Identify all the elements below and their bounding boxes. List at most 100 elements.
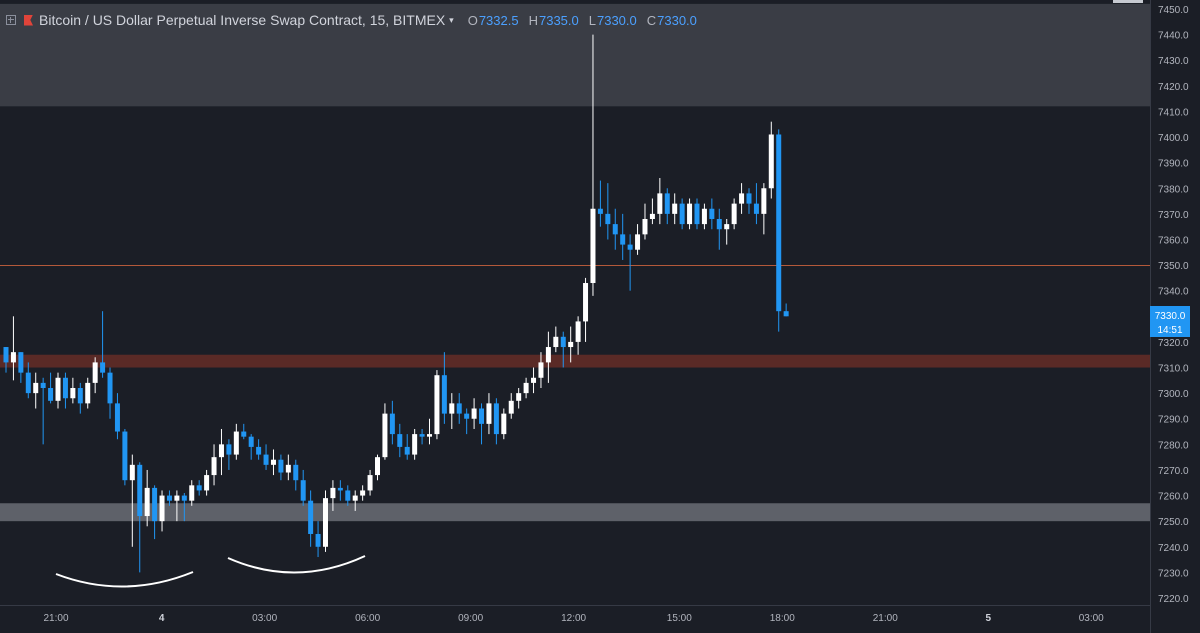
candle-body <box>278 459 284 473</box>
candle-body <box>493 403 499 435</box>
candle <box>308 490 314 547</box>
candle-body <box>367 475 373 491</box>
candle <box>166 490 172 506</box>
flag-icon[interactable] <box>24 14 33 26</box>
candle <box>107 367 113 419</box>
double-bottom-arc-right <box>227 555 366 574</box>
top-right-widget[interactable] <box>1113 0 1143 3</box>
candle-body <box>308 500 314 534</box>
price-tick-label: 7280.0 <box>1158 440 1189 451</box>
candle-body <box>434 375 440 435</box>
price-tick-label: 7260.0 <box>1158 492 1189 503</box>
candle <box>553 326 559 353</box>
candle <box>25 362 31 399</box>
candle-body <box>129 464 135 481</box>
candle <box>538 352 544 389</box>
candle <box>768 121 774 199</box>
candle-body <box>560 336 566 348</box>
candle <box>330 480 336 511</box>
price-tick-label: 7250.0 <box>1158 517 1189 528</box>
candle <box>679 198 685 230</box>
candle <box>434 370 440 440</box>
candle <box>516 388 522 409</box>
price-tick-label: 7360.0 <box>1158 235 1189 246</box>
candle <box>761 183 767 235</box>
time-tick-label: 06:00 <box>355 613 380 624</box>
double-bottom-arc-left <box>55 571 194 588</box>
candle <box>85 377 91 409</box>
candle <box>322 490 328 552</box>
candle <box>10 316 16 381</box>
price-tick-label: 7370.0 <box>1158 210 1189 221</box>
candle-countdown-label: 14:51 <box>1157 325 1182 336</box>
candle-body <box>397 434 403 447</box>
candle-body <box>322 498 328 547</box>
candle-body <box>516 393 522 401</box>
candle <box>471 398 477 429</box>
candle <box>664 188 670 225</box>
time-axis-background[interactable] <box>0 605 1150 633</box>
candle <box>270 449 276 476</box>
price-tick-label: 7300.0 <box>1158 389 1189 400</box>
candle <box>48 372 54 404</box>
symbol-title[interactable]: Bitcoin / US Dollar Perpetual Inverse Sw… <box>39 12 446 28</box>
candle-body <box>77 388 83 404</box>
candle-body <box>144 487 150 517</box>
candle-body <box>375 457 380 476</box>
price-tick-label: 7240.0 <box>1158 543 1189 554</box>
candle <box>427 418 433 445</box>
candle-body <box>441 375 447 414</box>
candle-body <box>315 533 321 547</box>
candle-body <box>10 352 16 363</box>
candle <box>404 434 410 460</box>
candle-body <box>538 362 544 378</box>
ohlc-high-value: 7335.0 <box>538 12 579 28</box>
time-axis-labels: 21:00 4 03:00 06:00 09:00 12:00 15:00 18:00 21:0… <box>43 613 1104 624</box>
candle-body <box>226 444 232 455</box>
candle-body <box>181 495 187 501</box>
candle <box>100 311 106 378</box>
candle-body <box>568 341 574 348</box>
candle <box>560 331 566 368</box>
candle-body <box>724 224 730 230</box>
price-tick-label: 7380.0 <box>1158 184 1189 195</box>
candle <box>337 480 343 501</box>
candle <box>70 377 76 404</box>
candle-body <box>33 382 39 394</box>
candle-body <box>456 403 462 414</box>
candle <box>62 372 68 409</box>
ohlc-low-value: 7330.0 <box>596 12 637 28</box>
collapse-icon[interactable] <box>6 15 16 25</box>
candle <box>382 403 388 460</box>
candle <box>605 183 611 240</box>
candle <box>635 224 641 255</box>
price-tick-label: 7230.0 <box>1158 568 1189 579</box>
candle-body <box>196 485 202 491</box>
time-tick-label: 18:00 <box>770 613 795 624</box>
candle <box>776 129 782 332</box>
candle-body <box>739 193 745 204</box>
chevron-down-icon[interactable]: ▾ <box>449 14 454 25</box>
candle-body <box>612 224 618 235</box>
candle-body <box>270 459 276 465</box>
candle-body <box>716 218 722 230</box>
candle <box>114 393 120 440</box>
candle-body <box>218 444 224 458</box>
ohlc-values: O 7332.5 H 7335.0 L 7330.0 C 7330.0 <box>468 13 707 28</box>
support-zone <box>0 503 1150 522</box>
candle-body <box>412 434 418 455</box>
candle-body <box>657 193 663 214</box>
candle <box>493 398 499 445</box>
candle-body <box>486 403 492 424</box>
candle-body <box>753 203 759 214</box>
candle <box>40 377 46 445</box>
candle-body <box>3 347 9 363</box>
candle <box>137 462 143 573</box>
time-tick-label: 4 <box>159 613 165 624</box>
candle <box>129 454 135 547</box>
time-tick-label: 03:00 <box>252 613 277 624</box>
candle <box>300 469 306 506</box>
candle-body <box>583 283 589 322</box>
